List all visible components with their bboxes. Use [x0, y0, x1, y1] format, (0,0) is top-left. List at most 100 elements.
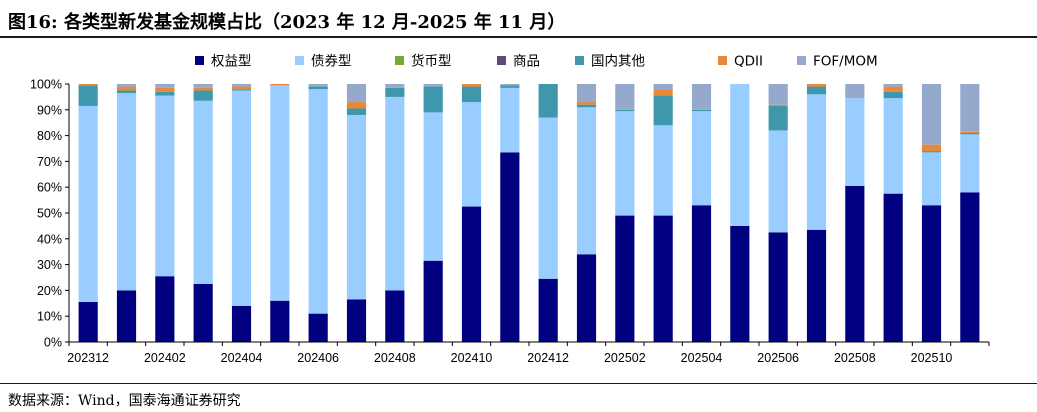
- legend-label-0: 权益型: [211, 53, 252, 70]
- bar-segment-1: [308, 89, 328, 314]
- bar-segment-4: [806, 86, 827, 95]
- bar-segment-1: [423, 112, 443, 261]
- bar-segment-4: [576, 104, 597, 108]
- bar-segment-6: [155, 84, 175, 88]
- bar-segment-4: [385, 87, 405, 97]
- bar-segment-6: [385, 84, 405, 88]
- bar-segment-5: [768, 104, 788, 106]
- bar-202404: [231, 84, 252, 342]
- bar-segment-4: [193, 90, 213, 101]
- legend-label-6: FOF/MOM: [813, 54, 878, 70]
- bar-segment-0: [461, 206, 482, 342]
- bar-segment-6: [845, 84, 865, 99]
- x-tick-label: 202312: [67, 351, 109, 365]
- y-axis: 0% 10% 20% 30% 40% 50% 60% 70% 80% 90% 100%: [30, 78, 70, 350]
- bar-segment-5: [78, 84, 98, 86]
- bar-segment-4: [960, 133, 980, 135]
- legend-label-5: QDII: [734, 54, 763, 70]
- bar-segment-1: [500, 87, 520, 153]
- bar-segment-1: [538, 117, 558, 279]
- bar-segment-0: [155, 276, 175, 342]
- source-divider: [0, 383, 1037, 384]
- bar-202403: [193, 84, 213, 342]
- bar-segment-6: [116, 84, 137, 87]
- x-tick-label: 202504: [681, 351, 723, 365]
- bar-segment-1: [730, 84, 750, 226]
- bar-segment-1: [231, 90, 252, 306]
- x-tick-label: 202508: [834, 351, 876, 365]
- y-tick-label: 30%: [37, 258, 62, 272]
- bar-segment-0: [538, 278, 558, 342]
- bar-segment-4: [461, 86, 482, 103]
- y-tick-label: 10%: [37, 310, 62, 324]
- bar-segment-6: [615, 84, 635, 110]
- y-tick-label: 60%: [37, 181, 62, 195]
- bar-segment-0: [78, 302, 98, 342]
- bar-segment-4: [346, 108, 367, 115]
- bar-segment-0: [768, 232, 788, 342]
- x-tick-label: 202404: [221, 351, 263, 365]
- bar-segment-6: [423, 84, 443, 87]
- bar-segment-4: [691, 109, 712, 112]
- bar-segment-5: [155, 87, 175, 92]
- x-tick-label: 202510: [911, 351, 953, 365]
- bar-202411: [500, 84, 520, 342]
- bar-segment-5: [346, 102, 367, 109]
- bar-segment-4: [423, 86, 443, 113]
- bar-202507: [806, 84, 827, 342]
- bar-segment-1: [615, 111, 635, 216]
- bar-segment-5: [231, 86, 252, 90]
- bar-segment-4: [116, 90, 137, 94]
- y-tick-label: 70%: [37, 155, 62, 169]
- bar-segment-4: [653, 95, 673, 126]
- bar-segment-1: [385, 96, 405, 291]
- legend-swatch-3: [497, 56, 506, 65]
- legend-label-1: 债券型: [311, 54, 352, 70]
- bar-segment-6: [653, 84, 673, 90]
- bar-202503: [653, 84, 673, 342]
- bar-202509: [883, 84, 903, 342]
- bar-segment-5: [116, 86, 137, 91]
- x-tick-label: 202408: [374, 351, 416, 365]
- x-tick-label: 202502: [604, 351, 646, 365]
- bar-segment-0: [653, 215, 673, 342]
- bar-segment-6: [346, 84, 367, 103]
- bar-segment-5: [921, 144, 942, 152]
- bar-segment-5: [461, 84, 482, 87]
- bar-segment-0: [921, 205, 942, 342]
- bar-segment-1: [576, 107, 597, 255]
- bar-segment-5: [960, 131, 980, 134]
- bar-segment-4: [308, 86, 328, 90]
- y-tick-label: 50%: [37, 207, 62, 221]
- bar-segment-4: [78, 85, 98, 106]
- bar-segment-0: [730, 225, 750, 342]
- bar-segment-5: [883, 86, 903, 92]
- legend-label-3: 商品: [513, 54, 540, 70]
- bar-segment-1: [461, 102, 482, 207]
- bar-segment-5: [270, 84, 290, 86]
- bar-202412: [538, 84, 558, 342]
- bar-segment-1: [155, 95, 175, 277]
- bar-segment-5: [806, 84, 827, 87]
- bar-segment-0: [883, 193, 903, 342]
- bar-segment-6: [883, 84, 903, 87]
- bar-segment-6: [960, 84, 980, 132]
- bar-segment-4: [768, 105, 788, 131]
- stacked-bar-chart: 权益型 债券型 货币型 商品 国内其他 QDII FOF/MOM 0% 10% 20% 30% 40…: [30, 53, 990, 365]
- bar-202405: [270, 84, 290, 342]
- bar-segment-6: [500, 84, 520, 86]
- bar-202401: [116, 84, 137, 342]
- bar-segment-1: [116, 93, 137, 291]
- bar-segment-0: [116, 290, 137, 342]
- bar-segment-0: [615, 215, 635, 342]
- bar-segment-1: [78, 105, 98, 303]
- legend-swatch-4: [575, 56, 584, 65]
- legend-swatch-5: [718, 56, 727, 65]
- bar-202312: [78, 84, 98, 342]
- x-tick-label: 202506: [757, 351, 799, 365]
- y-tick-label: 0%: [44, 336, 62, 350]
- bar-segment-5: [576, 102, 597, 105]
- bar-202505: [730, 84, 750, 342]
- bar-segment-0: [308, 313, 328, 342]
- figure-title: 图16: 各类型新发基金规模占比（2023 年 12 月-2025 年 11 月…: [8, 12, 566, 33]
